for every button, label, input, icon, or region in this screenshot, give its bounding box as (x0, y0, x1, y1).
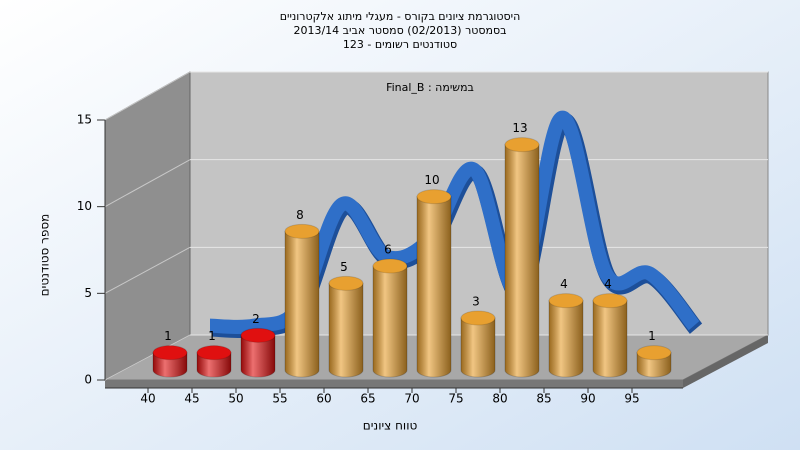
cylinder-top (592, 293, 628, 309)
grid-line (104, 71, 191, 121)
cylinder-top (372, 258, 408, 274)
y-tick-label: 0 (84, 373, 92, 387)
cylinder-shade (505, 144, 539, 377)
data-label: 4 (560, 277, 568, 291)
x-tick-label: 60 (316, 392, 331, 406)
data-label: 1 (648, 329, 656, 343)
cylinder-top (416, 189, 452, 205)
cylinder-top (196, 345, 232, 361)
y-tick-label: 5 (84, 286, 92, 300)
cylinder-shade (373, 266, 407, 377)
floor-side (683, 335, 768, 388)
x-tick-label: 45 (184, 392, 199, 406)
x-tick-label: 40 (140, 392, 155, 406)
x-tick-label: 55 (272, 392, 287, 406)
cylinder-top (284, 223, 320, 239)
data-label: 2 (252, 312, 260, 326)
data-label: 8 (296, 208, 304, 222)
y-tick-label: 15 (77, 113, 92, 127)
grid-line (104, 246, 191, 294)
marks: 1 1 2 8 5 6 10 3 13 4 4 1 (152, 110, 703, 378)
left-wall (104, 71, 191, 381)
cylinder-shade (637, 352, 671, 377)
cylinder-top (152, 345, 188, 361)
cylinder-top (636, 345, 672, 361)
x-tick-label: 70 (404, 392, 419, 406)
data-label: 4 (604, 277, 612, 291)
cylinder-top (460, 310, 496, 326)
data-label: 1 (164, 329, 172, 343)
data-label: 3 (472, 295, 480, 309)
cylinder-shade (593, 300, 627, 377)
y-tick-label: 10 (77, 199, 92, 213)
x-tick-label: 75 (448, 392, 463, 406)
cylinder-shade (153, 352, 187, 377)
x-tick-label: 50 (228, 392, 243, 406)
cylinder-shade (461, 318, 495, 377)
x-tick-label: 85 (536, 392, 551, 406)
x-tick-label: 95 (624, 392, 639, 406)
cylinder-shade (241, 335, 275, 377)
data-label: 6 (384, 243, 392, 257)
data-label: 1 (208, 329, 216, 343)
cylinder-shade (417, 196, 451, 377)
annotation: Final_B : במשימה (386, 81, 474, 94)
x-tick-label: 80 (492, 392, 507, 406)
cylinder-shade (285, 231, 319, 377)
chart-subtitle: בסמסטר (02/2013) סמסטר אביב 2013/14 (293, 24, 506, 37)
cylinder-top (240, 327, 276, 343)
cylinder-top (504, 137, 540, 153)
chart-subtitle: סטודנטים רשומים - 123 (343, 38, 457, 51)
cylinder-shade (329, 283, 363, 377)
x-axis-label: טווח ציונים (363, 419, 418, 433)
data-label: 10 (424, 173, 439, 187)
x-tick-label: 65 (360, 392, 375, 406)
grid-line (104, 159, 191, 208)
cylinder-top (328, 275, 364, 291)
chart-title: היסטוגרמת ציונים בקורס - מעגלי מיתוג אלק… (280, 10, 521, 23)
cylinder-top (548, 293, 584, 309)
data-label: 5 (340, 260, 348, 274)
data-label: 13 (512, 121, 527, 135)
y-axis-label: מספר סטודנטים (38, 214, 52, 297)
floor-edge (105, 380, 683, 388)
grid-line (104, 334, 191, 381)
x-tick-label: 90 (580, 392, 595, 406)
cylinder-shade (197, 352, 231, 377)
cylinder-shade (549, 300, 583, 377)
